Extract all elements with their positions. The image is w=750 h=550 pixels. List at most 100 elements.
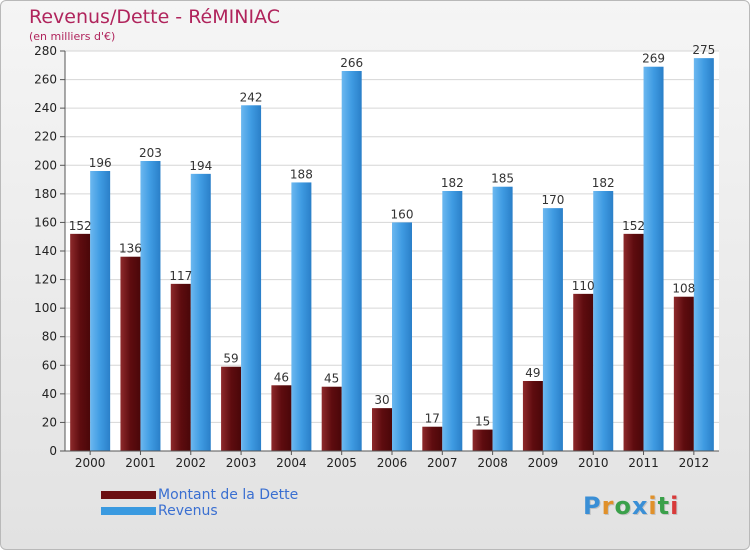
x-tick-label: 2012 bbox=[679, 456, 710, 470]
bar-debt bbox=[372, 408, 392, 451]
legend-label-debt: Montant de la Dette bbox=[158, 487, 299, 503]
y-tick-label: 0 bbox=[49, 444, 57, 458]
data-label: 17 bbox=[425, 412, 440, 426]
logo-letter: i bbox=[670, 492, 680, 520]
y-tick-label: 40 bbox=[42, 387, 57, 401]
chart-subtitle: (en milliers d'€) bbox=[29, 30, 116, 43]
bar-debt bbox=[673, 296, 694, 451]
legend-swatch-revenus bbox=[101, 507, 156, 515]
bar-revenus bbox=[442, 191, 463, 451]
bar-revenus bbox=[392, 222, 412, 451]
logo-letter: r bbox=[601, 492, 615, 520]
data-label: 59 bbox=[223, 352, 238, 366]
chart-title: Revenus/Dette - RéMINIAC bbox=[29, 6, 280, 28]
legend-item-debt: Montant de la Dette bbox=[101, 487, 298, 503]
data-label: 49 bbox=[525, 366, 540, 380]
data-label: 117 bbox=[169, 269, 192, 283]
data-label: 185 bbox=[491, 172, 514, 186]
legend-label-revenus: Revenus bbox=[158, 503, 218, 519]
data-label: 275 bbox=[692, 43, 715, 57]
logo-letter: t bbox=[657, 492, 671, 520]
bar-debt bbox=[170, 283, 191, 451]
y-tick-label: 20 bbox=[42, 415, 57, 429]
x-tick-label: 2000 bbox=[75, 456, 106, 470]
x-tick-label: 2009 bbox=[528, 456, 559, 470]
data-label: 242 bbox=[240, 90, 263, 104]
bar-debt bbox=[120, 256, 141, 451]
data-label: 136 bbox=[119, 242, 142, 256]
data-label: 15 bbox=[475, 415, 490, 429]
x-tick-label: 2008 bbox=[477, 456, 508, 470]
bar-revenus bbox=[190, 173, 211, 451]
data-label: 188 bbox=[290, 167, 313, 181]
x-tick-label: 2005 bbox=[326, 456, 357, 470]
y-tick-label: 100 bbox=[34, 301, 57, 315]
x-tick-label: 2004 bbox=[276, 456, 307, 470]
bar-debt bbox=[623, 233, 644, 451]
data-label: 266 bbox=[340, 56, 363, 70]
logo-letter: o bbox=[614, 492, 632, 520]
logo-letter: i bbox=[648, 492, 658, 520]
x-tick-label: 2007 bbox=[427, 456, 458, 470]
x-tick-label: 2006 bbox=[377, 456, 408, 470]
data-label: 203 bbox=[139, 146, 162, 160]
data-label: 196 bbox=[89, 156, 112, 170]
y-tick-label: 140 bbox=[34, 244, 57, 258]
y-tick-label: 280 bbox=[34, 44, 57, 58]
data-label: 110 bbox=[572, 279, 595, 293]
data-label: 160 bbox=[391, 207, 414, 221]
y-tick-label: 200 bbox=[34, 158, 57, 172]
data-label: 182 bbox=[592, 176, 615, 190]
axes: 0 20 40 60 80 100 120 140 160 180 200 220 240 260 280 2… bbox=[34, 44, 719, 470]
y-tick-label: 120 bbox=[34, 273, 57, 287]
bar-debt bbox=[522, 381, 543, 451]
bar-revenus bbox=[693, 58, 714, 452]
logo-letter: x bbox=[631, 492, 649, 520]
data-label: 152 bbox=[69, 219, 92, 233]
y-tick-label: 260 bbox=[34, 73, 57, 87]
data-label: 194 bbox=[189, 159, 212, 173]
bars bbox=[70, 58, 714, 452]
y-tick-label: 180 bbox=[34, 187, 57, 201]
y-tick-label: 220 bbox=[34, 130, 57, 144]
y-tick-label: 60 bbox=[42, 358, 57, 372]
bar-debt bbox=[70, 233, 91, 451]
data-label: 152 bbox=[622, 219, 645, 233]
y-tick-label: 80 bbox=[42, 330, 57, 344]
bar-revenus bbox=[593, 191, 614, 451]
x-tick-label: 2002 bbox=[175, 456, 206, 470]
bar-debt bbox=[472, 429, 493, 451]
data-label: 170 bbox=[541, 193, 564, 207]
bar-revenus bbox=[542, 208, 563, 451]
bar-debt bbox=[321, 386, 342, 451]
bar-revenus bbox=[291, 182, 312, 451]
bar-revenus bbox=[90, 171, 111, 451]
proxiti-logo: Proxiti bbox=[583, 492, 679, 520]
bar-debt bbox=[573, 293, 594, 451]
bar-debt bbox=[221, 366, 242, 451]
data-label: 182 bbox=[441, 176, 464, 190]
bar-revenus bbox=[492, 186, 513, 451]
data-labels: 152 196 136 203 117 194 59 242 46 188 45 266 30 160 17… bbox=[69, 43, 716, 428]
data-label: 269 bbox=[642, 52, 665, 66]
x-tick-label: 2011 bbox=[628, 456, 659, 470]
legend: Montant de la Dette Revenus bbox=[101, 487, 298, 519]
logo-letter: P bbox=[583, 492, 602, 520]
legend-swatch-debt bbox=[101, 491, 156, 499]
x-tick-label: 2001 bbox=[125, 456, 156, 470]
bar-revenus bbox=[140, 161, 161, 451]
bar-revenus bbox=[241, 105, 262, 452]
bar-revenus bbox=[341, 71, 362, 451]
data-label: 108 bbox=[672, 282, 695, 296]
y-tick-label: 160 bbox=[34, 215, 57, 229]
bar-debt bbox=[271, 385, 292, 451]
y-tick-label: 240 bbox=[34, 101, 57, 115]
x-tick-label: 2003 bbox=[226, 456, 257, 470]
bar-debt bbox=[422, 426, 443, 451]
data-label: 45 bbox=[324, 372, 339, 386]
data-label: 46 bbox=[274, 370, 289, 384]
legend-item-revenus: Revenus bbox=[101, 503, 298, 519]
bar-revenus bbox=[643, 66, 664, 451]
